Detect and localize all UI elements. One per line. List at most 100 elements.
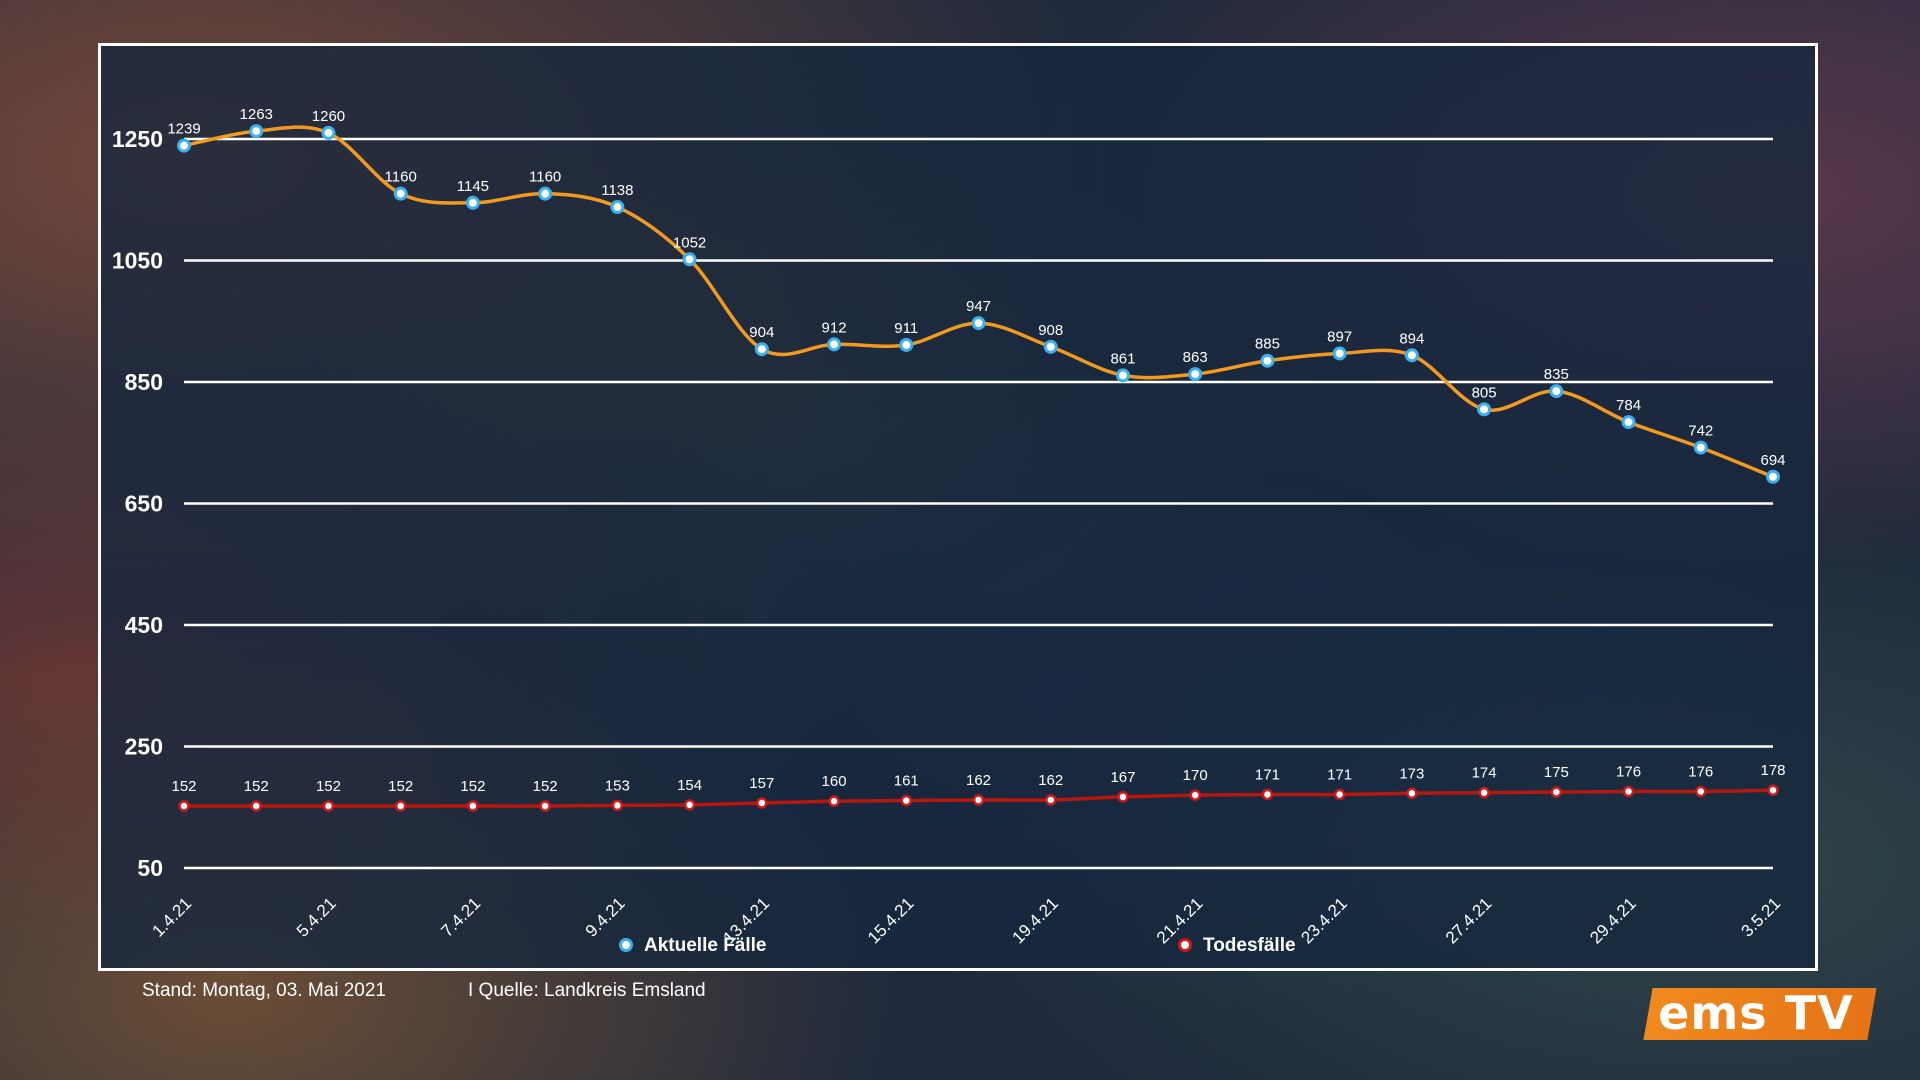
data-point [1621,415,1636,430]
data-label: 152 [460,778,485,795]
data-point [1332,346,1347,361]
data-label: 152 [171,778,196,795]
data-label: 1138 [601,182,633,199]
data-label: 1263 [240,106,273,123]
data-point [754,342,769,357]
data-point [249,124,264,139]
data-label: 178 [1760,762,1785,779]
y-tick-label: 1050 [112,248,163,274]
data-label: 1239 [167,121,200,138]
data-label: 784 [1616,397,1641,414]
legend-marker [619,938,633,952]
data-point [177,138,191,153]
data-point [1767,784,1779,796]
data-point [611,799,624,812]
x-tick-label: 9.4.21 [582,894,629,941]
data-label: 161 [894,773,919,790]
x-tick-label: 5.4.21 [293,894,340,941]
data-label: 153 [605,777,630,794]
x-tick-label: 23.4.21 [1297,894,1351,948]
legend-marker [1178,938,1192,952]
chart-panel: 50 250 450 650 850 1050 1250 1.4.21 5.4.21 7.4.21… [98,43,1818,971]
data-point [756,797,768,809]
data-label: 1052 [673,234,706,251]
data-point [1549,384,1564,399]
data-point [321,125,336,140]
footer-source-text: I Quelle: Landkreis Emsland [468,980,706,1001]
data-label: 911 [894,320,918,337]
data-point [467,800,479,812]
y-tick-label: 250 [125,734,163,760]
data-point [683,799,696,811]
data-label: 152 [316,778,341,795]
data-point [394,800,407,812]
legend-label: Todesfälle [1203,935,1296,956]
data-label: 162 [1038,772,1063,789]
y-tick-label: 850 [125,369,163,395]
data-point [539,800,551,812]
data-point [900,794,913,807]
x-tick-label: 7.4.21 [437,894,484,941]
x-tick-label: 27.4.21 [1442,894,1496,948]
data-label: 805 [1472,384,1497,401]
data-point [1043,339,1058,354]
data-point [682,252,697,267]
data-label: 162 [966,772,991,789]
data-label: 863 [1183,349,1208,366]
data-label: 835 [1544,366,1569,383]
data-point [1766,469,1780,484]
data-label: 170 [1183,767,1208,784]
data-label: 176 [1688,763,1713,780]
data-label: 176 [1616,763,1641,780]
data-label: 154 [677,777,702,794]
data-point [322,800,335,812]
data-label: 152 [533,778,558,795]
ems-tv-logo: ems TV [1643,986,1877,1040]
data-label: 171 [1255,766,1280,783]
data-point [1477,402,1492,417]
data-label: 1145 [457,178,489,195]
x-tick-label: 29.4.21 [1586,894,1640,948]
data-point [1044,794,1057,806]
data-label: 885 [1255,336,1280,353]
y-tick-label: 650 [125,491,163,517]
data-point [1261,788,1274,801]
data-point [1406,787,1418,800]
data-label: 908 [1038,322,1063,339]
data-label: 157 [749,775,774,792]
line-chart: 50 250 450 650 850 1050 1250 1.4.21 5.4.21 7.4.21… [112,106,1786,956]
data-label: 152 [244,778,269,795]
data-point [1260,353,1275,368]
data-point [1115,368,1130,383]
data-point [1695,785,1707,798]
x-tick-label: 15.4.21 [864,894,918,948]
data-label: 904 [749,324,774,341]
data-point [1404,348,1419,363]
data-point [899,337,914,352]
data-point [1478,786,1490,799]
x-tick-label: 21.4.21 [1153,894,1207,948]
data-label: 897 [1327,328,1352,345]
data-point [1550,786,1563,798]
data-label: 173 [1399,765,1424,782]
data-label: 1160 [529,169,561,186]
data-label: 152 [388,778,413,795]
data-label: 1160 [385,169,417,186]
data-label: 167 [1110,769,1135,786]
data-point [465,195,480,210]
y-tick-label: 1250 [112,126,163,152]
data-label: 171 [1327,766,1352,783]
data-point [971,316,986,331]
data-label: 175 [1544,764,1569,781]
data-point [538,186,553,201]
data-point [250,800,262,812]
footer-stand-text: Stand: Montag, 03. Mai 2021 [142,980,386,1001]
data-point [1117,791,1129,803]
x-tick-label: 1.4.21 [148,894,195,941]
data-point [1622,785,1635,798]
data-point [393,186,408,201]
data-label: 742 [1688,423,1713,440]
data-label: 694 [1760,452,1785,469]
data-point [1188,367,1203,382]
data-label: 174 [1472,765,1497,782]
